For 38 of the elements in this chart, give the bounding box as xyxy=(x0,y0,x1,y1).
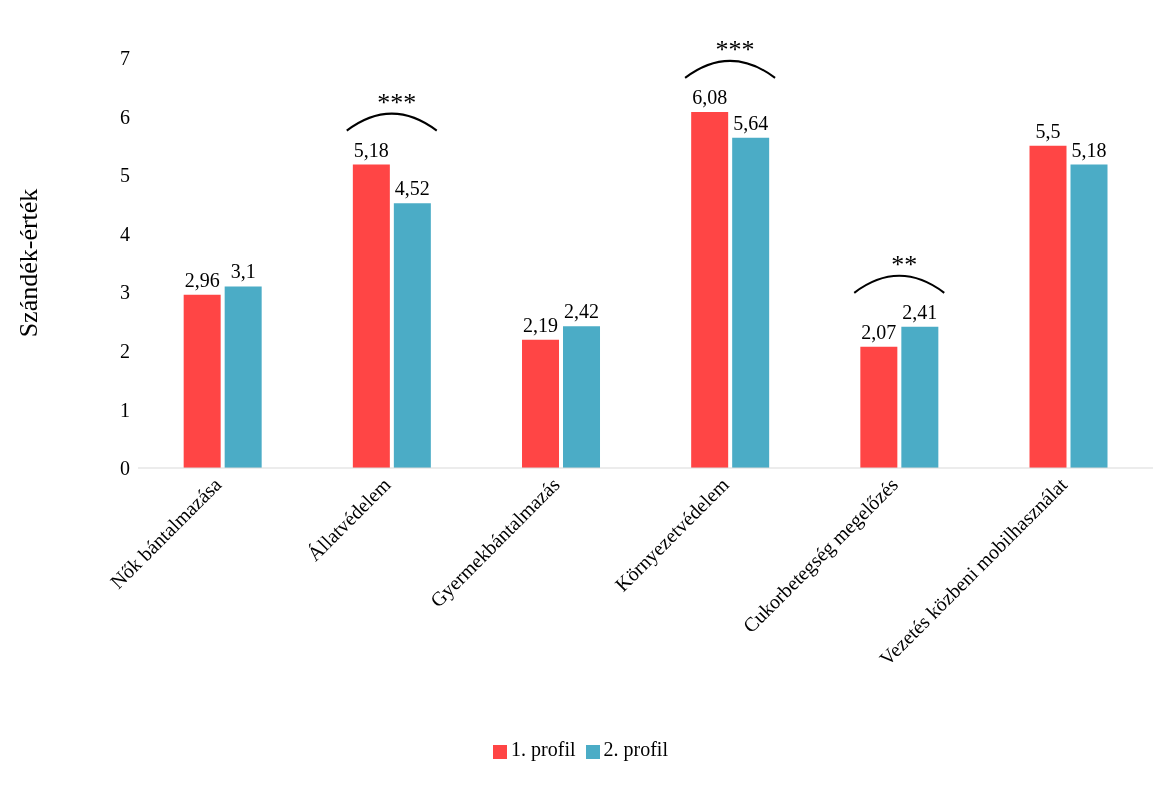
bar xyxy=(522,339,560,468)
annotation: *** xyxy=(715,34,755,64)
y-tick-label: 0 xyxy=(120,457,130,480)
data-label: 2,07 xyxy=(861,320,897,343)
data-label: 5,64 xyxy=(733,111,769,134)
y-tick-label: 4 xyxy=(120,222,130,245)
data-label: 2,41 xyxy=(902,300,938,323)
bar xyxy=(563,326,601,468)
y-tick-label: 5 xyxy=(120,164,130,187)
legend-label: 2. profil xyxy=(603,738,668,760)
legend-label: 1. profil xyxy=(511,738,576,760)
bar xyxy=(691,111,729,468)
bar xyxy=(1070,164,1108,468)
bar xyxy=(732,137,770,468)
annotation: ** xyxy=(891,249,918,279)
y-tick-label: 2 xyxy=(120,339,130,362)
bar xyxy=(1029,145,1067,468)
y-tick-label: 6 xyxy=(120,105,130,128)
bar xyxy=(901,326,939,468)
bar xyxy=(183,294,221,468)
bar xyxy=(352,164,390,468)
data-label: 5,5 xyxy=(1035,119,1061,142)
data-label: 5,18 xyxy=(353,138,389,161)
y-tick-label: 1 xyxy=(120,398,130,421)
y-tick-label: 7 xyxy=(120,47,130,70)
y-tick-label: 3 xyxy=(120,281,130,304)
data-label: 3,1 xyxy=(230,260,256,283)
y-axis-title: Szándék-érték xyxy=(14,188,44,338)
data-label: 2,96 xyxy=(184,268,220,291)
data-label: 5,18 xyxy=(1071,138,1107,161)
bar xyxy=(860,346,898,468)
data-label: 6,08 xyxy=(692,85,728,108)
data-label: 4,52 xyxy=(394,177,430,200)
bar xyxy=(393,203,431,468)
data-label: 2,19 xyxy=(523,313,559,336)
bar xyxy=(224,286,262,468)
data-label: 2,42 xyxy=(564,300,600,323)
annotation: *** xyxy=(377,87,417,117)
